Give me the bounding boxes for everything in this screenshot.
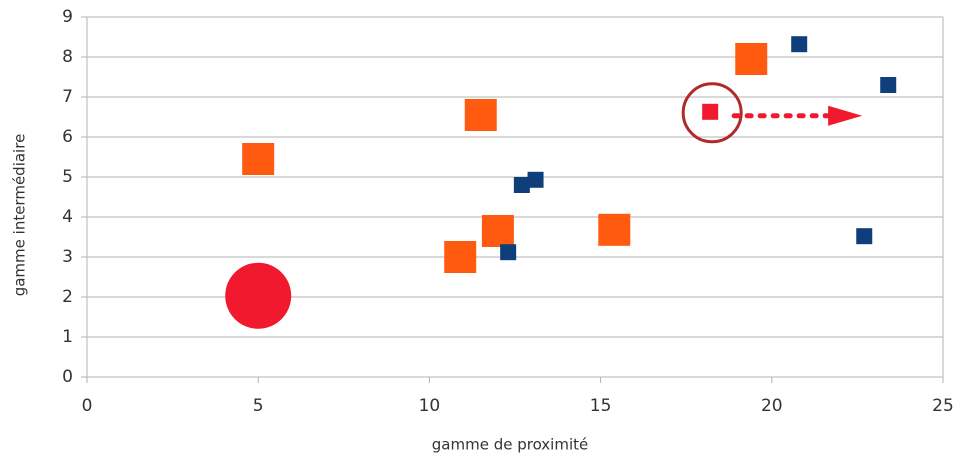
marker (856, 228, 873, 245)
x-tick-label: 5 (253, 396, 264, 416)
y-tick-label: 6 (62, 127, 73, 147)
x-tick-label: 0 (82, 396, 93, 416)
y-tick-label: 8 (62, 47, 73, 67)
x-axis-label: gamme de proximité (432, 436, 588, 454)
y-tick-label: 9 (62, 7, 73, 27)
marker (242, 143, 275, 175)
marker (791, 36, 808, 53)
y-tick-label: 3 (62, 247, 73, 267)
marker (527, 171, 544, 188)
marker (880, 77, 897, 93)
marker (444, 241, 477, 273)
marker (513, 177, 530, 193)
marker (735, 43, 768, 75)
marker (702, 103, 719, 120)
marker (225, 262, 292, 329)
highlight-ring (681, 82, 743, 144)
y-tick-label: 0 (62, 367, 73, 387)
x-tick-label: 20 (761, 396, 783, 416)
marker (598, 213, 631, 246)
arrow-head (828, 105, 863, 126)
y-tick-label: 4 (62, 207, 73, 227)
x-tick-label: 10 (419, 396, 441, 416)
y-axis-label: gamme intermédiaire (11, 134, 29, 297)
x-tick-label: 25 (932, 396, 954, 416)
y-tick-label: 5 (62, 167, 73, 187)
x-tick-label: 15 (590, 396, 612, 416)
y-tick-label: 1 (62, 327, 73, 347)
y-tick-label: 7 (62, 87, 73, 107)
marker (464, 99, 497, 131)
y-tick-label: 2 (62, 287, 73, 307)
plot-border (86, 16, 944, 378)
marker (481, 215, 514, 247)
marker (500, 244, 517, 261)
